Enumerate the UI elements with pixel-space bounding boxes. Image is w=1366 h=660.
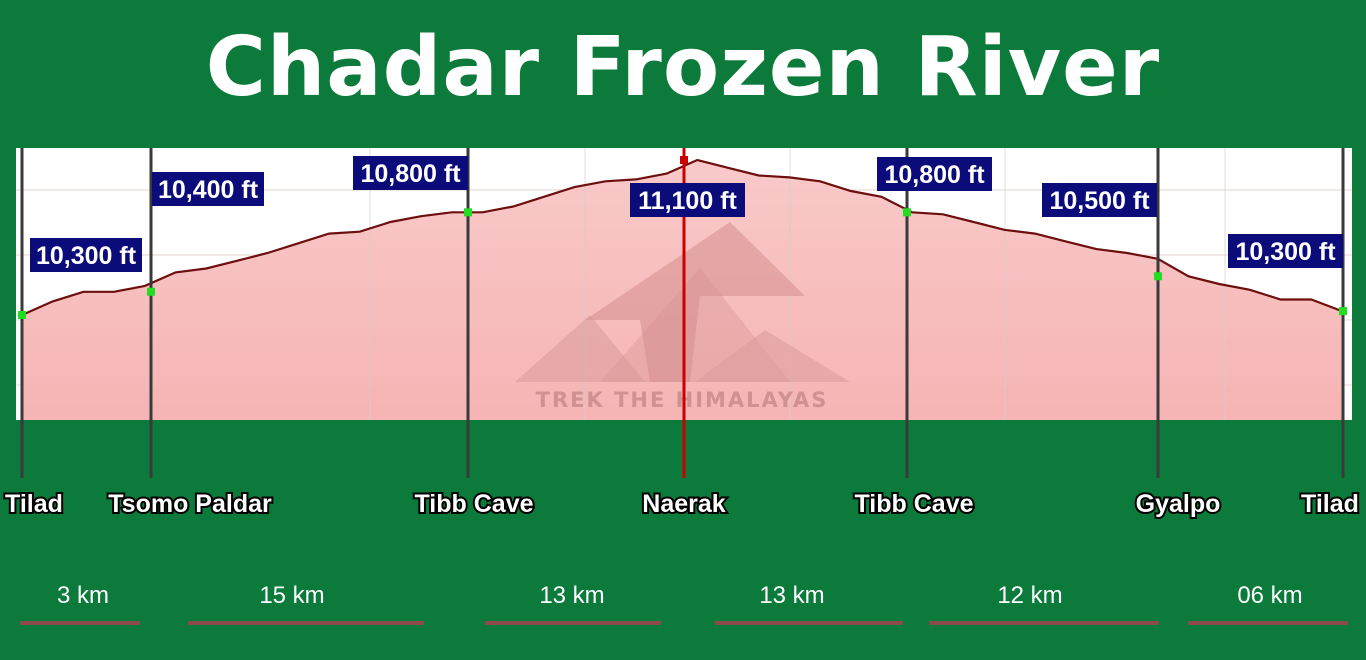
- place-label: Tilad: [1301, 490, 1359, 518]
- elevation-label: 10,300 ft: [36, 242, 137, 270]
- place-label: Tibb Cave: [414, 490, 533, 518]
- place-label: Naerak: [642, 490, 725, 518]
- distance-label: 3 km: [57, 582, 109, 609]
- segment-distance: 12 km: [929, 582, 1159, 625]
- distance-label: 15 km: [259, 582, 324, 609]
- elevation-label-box: [30, 238, 142, 272]
- stop-point: [903, 208, 911, 217]
- distance-label: 12 km: [997, 582, 1062, 609]
- stop-point: [18, 311, 26, 319]
- place-label: Tibb Cave: [854, 490, 973, 518]
- elevation-label: 11,100 ft: [638, 187, 737, 215]
- elevation-line: [21, 158, 1343, 317]
- stop-gyalpo: 10,500 ft Gyalpo: [1042, 148, 1222, 520]
- elevation-label-box: [877, 157, 992, 191]
- stop-tibb-cave: 10,800 ft Tibb Cave: [353, 148, 536, 520]
- elevation-label: 10,800 ft: [360, 160, 461, 188]
- elevation-label: 10,300 ft: [1235, 238, 1336, 266]
- segment-distance: 13 km: [485, 582, 661, 625]
- stop-point: [680, 156, 688, 164]
- watermark-text: TREK THE HIMALAYAS: [536, 388, 829, 412]
- distance-label: 13 km: [759, 582, 824, 609]
- segment-distance: 06 km: [1188, 582, 1348, 625]
- segment-distance: 13 km: [715, 582, 903, 625]
- stop-point: [1339, 307, 1347, 316]
- place-label: Gyalpo: [1136, 490, 1221, 518]
- elevation-label-box: [630, 183, 745, 217]
- stop-point: [464, 208, 472, 217]
- segment-distance: 15 km: [188, 582, 424, 625]
- page-title: Chadar Frozen River: [205, 20, 1161, 115]
- distances-layer: 3 km 15 km 13 km 13 km 12 km 06 km: [20, 582, 1348, 625]
- elevation-label: 10,800 ft: [884, 161, 985, 189]
- elevation-label: 10,400 ft: [158, 176, 259, 204]
- elevation-label: 10,500 ft: [1049, 187, 1150, 215]
- elevation-label-box: [1228, 234, 1343, 268]
- stop-tilad: 10,300 ft Tilad: [3, 148, 142, 520]
- stop-point: [1154, 272, 1162, 281]
- segment-distance: 3 km: [20, 582, 140, 625]
- stop-naerak: 11,100 ft Naerak: [630, 148, 745, 520]
- place-label: Tsomo Paldar: [108, 490, 272, 518]
- elevation-label-box: [1042, 183, 1157, 217]
- watermark-logo: TREK THE HIMALAYAS: [515, 222, 850, 412]
- distance-label: 13 km: [539, 582, 604, 609]
- stop-tsomo-paldar: 10,400 ft Tsomo Paldar: [106, 148, 274, 520]
- place-label: Tilad: [5, 490, 63, 518]
- elevation-label-box: [353, 156, 468, 190]
- distance-label: 06 km: [1237, 582, 1302, 609]
- elevation-label-box: [152, 172, 264, 206]
- stop-tibb-cave: 10,800 ft Tibb Cave: [852, 148, 992, 520]
- stop-tilad: 10,300 ft Tilad: [1228, 148, 1361, 520]
- stops-layer: 10,300 ft Tilad 10,400 ft Tsomo Paldar 10,80…: [3, 148, 1361, 520]
- stop-point: [147, 287, 155, 296]
